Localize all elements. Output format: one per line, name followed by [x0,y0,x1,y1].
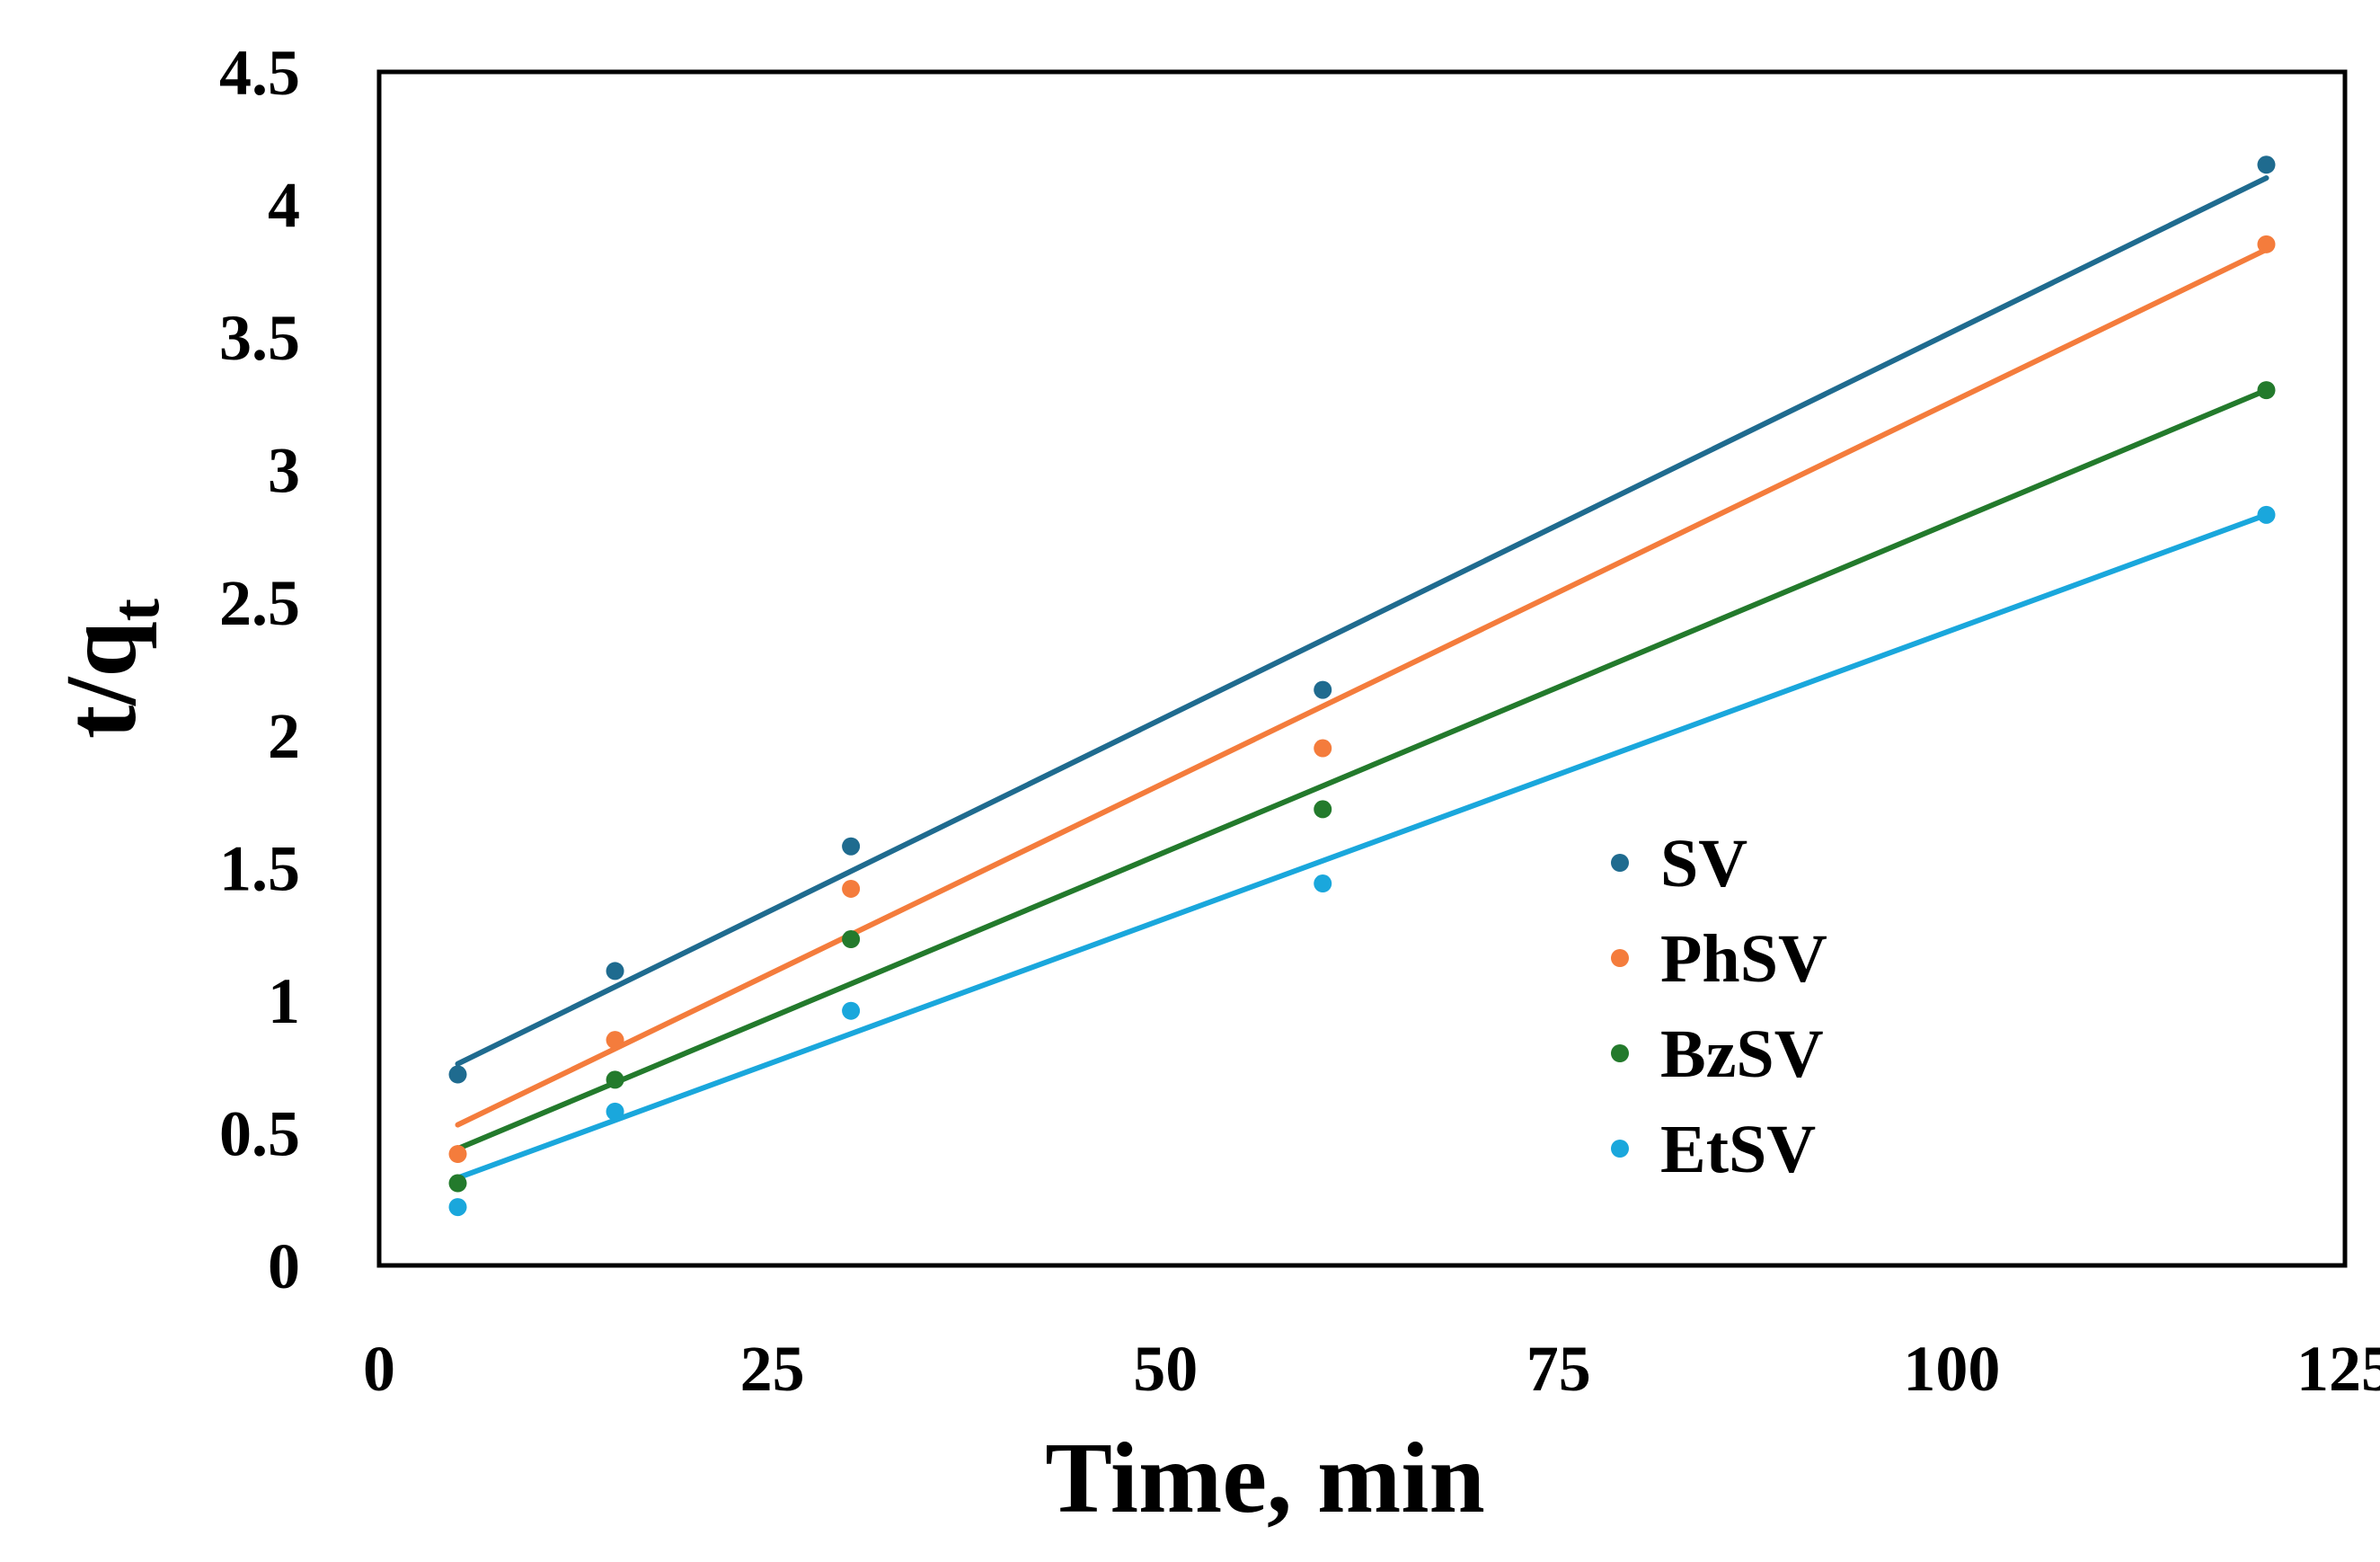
data-point-etsv [606,1102,624,1121]
data-point-bzsv [606,1070,624,1089]
legend-label-sv: SV [1660,826,1747,901]
plot-frame [376,69,2348,1268]
legend-marker-sv [1611,854,1629,872]
data-point-etsv [1314,874,1332,893]
y-axis-label-subscript: t [98,599,173,621]
legend: SV PhSV BzSV EtSV [1611,826,1827,1187]
data-point-phsv [1314,739,1332,758]
y-tick-label: 3 [268,435,300,507]
data-point-bzsv [448,1174,467,1193]
legend-marker-bzsv [1611,1044,1629,1062]
y-tick-label: 2.5 [219,567,300,639]
y-tick-label: 1 [268,965,300,1037]
y-tick-label: 1.5 [219,832,300,904]
data-points [448,155,2276,1217]
x-axis-label: Time, min [1045,1423,1485,1534]
y-tick-label: 3.5 [219,302,300,374]
y-tick-label: 4.5 [219,37,300,109]
data-point-bzsv [842,930,861,949]
data-point-etsv [448,1198,467,1217]
trendline-phsv [455,246,2269,1128]
y-tick-label: 0.5 [219,1097,300,1169]
x-tick-label: 125 [2296,1333,2380,1405]
legend-marker-phsv [1611,949,1629,967]
data-point-sv [606,962,624,981]
data-point-phsv [842,879,861,898]
trendline-etsv [455,511,2269,1181]
data-point-etsv [2257,505,2276,524]
data-point-phsv [606,1031,624,1050]
legend-marker-etsv [1611,1140,1629,1158]
x-tick-label: 0 [363,1333,395,1405]
y-tick-label: 0 [268,1230,300,1302]
x-tick-labels: 0 25 50 75 100 125 [363,1333,2380,1405]
y-axis-label: t/qt [46,599,173,739]
y-axis-label-main: t/q [46,621,157,739]
data-point-phsv [2257,235,2276,253]
data-point-bzsv [2257,381,2276,400]
legend-label-etsv: EtSV [1660,1112,1816,1187]
data-point-sv [2257,155,2276,174]
trendline-sv [455,175,2269,1067]
legend-label-bzsv: BzSV [1660,1016,1824,1092]
data-point-etsv [842,1001,861,1020]
y-tick-label: 4 [268,170,300,242]
data-point-sv [448,1065,467,1084]
data-point-phsv [448,1145,467,1164]
x-tick-label: 50 [1133,1333,1198,1405]
x-tick-label: 25 [740,1333,805,1405]
trendlines [455,175,2269,1181]
y-tick-labels: 0 0.5 1 1.5 2 2.5 3 3.5 4 4.5 [219,37,300,1302]
legend-label-phsv: PhSV [1660,921,1827,997]
data-point-sv [1314,680,1332,699]
y-tick-label: 2 [268,700,300,772]
data-point-sv [842,837,861,856]
x-tick-label: 100 [1903,1333,2000,1405]
trendline-bzsv [455,387,2269,1152]
x-tick-label: 75 [1526,1333,1591,1405]
data-point-bzsv [1314,800,1332,819]
